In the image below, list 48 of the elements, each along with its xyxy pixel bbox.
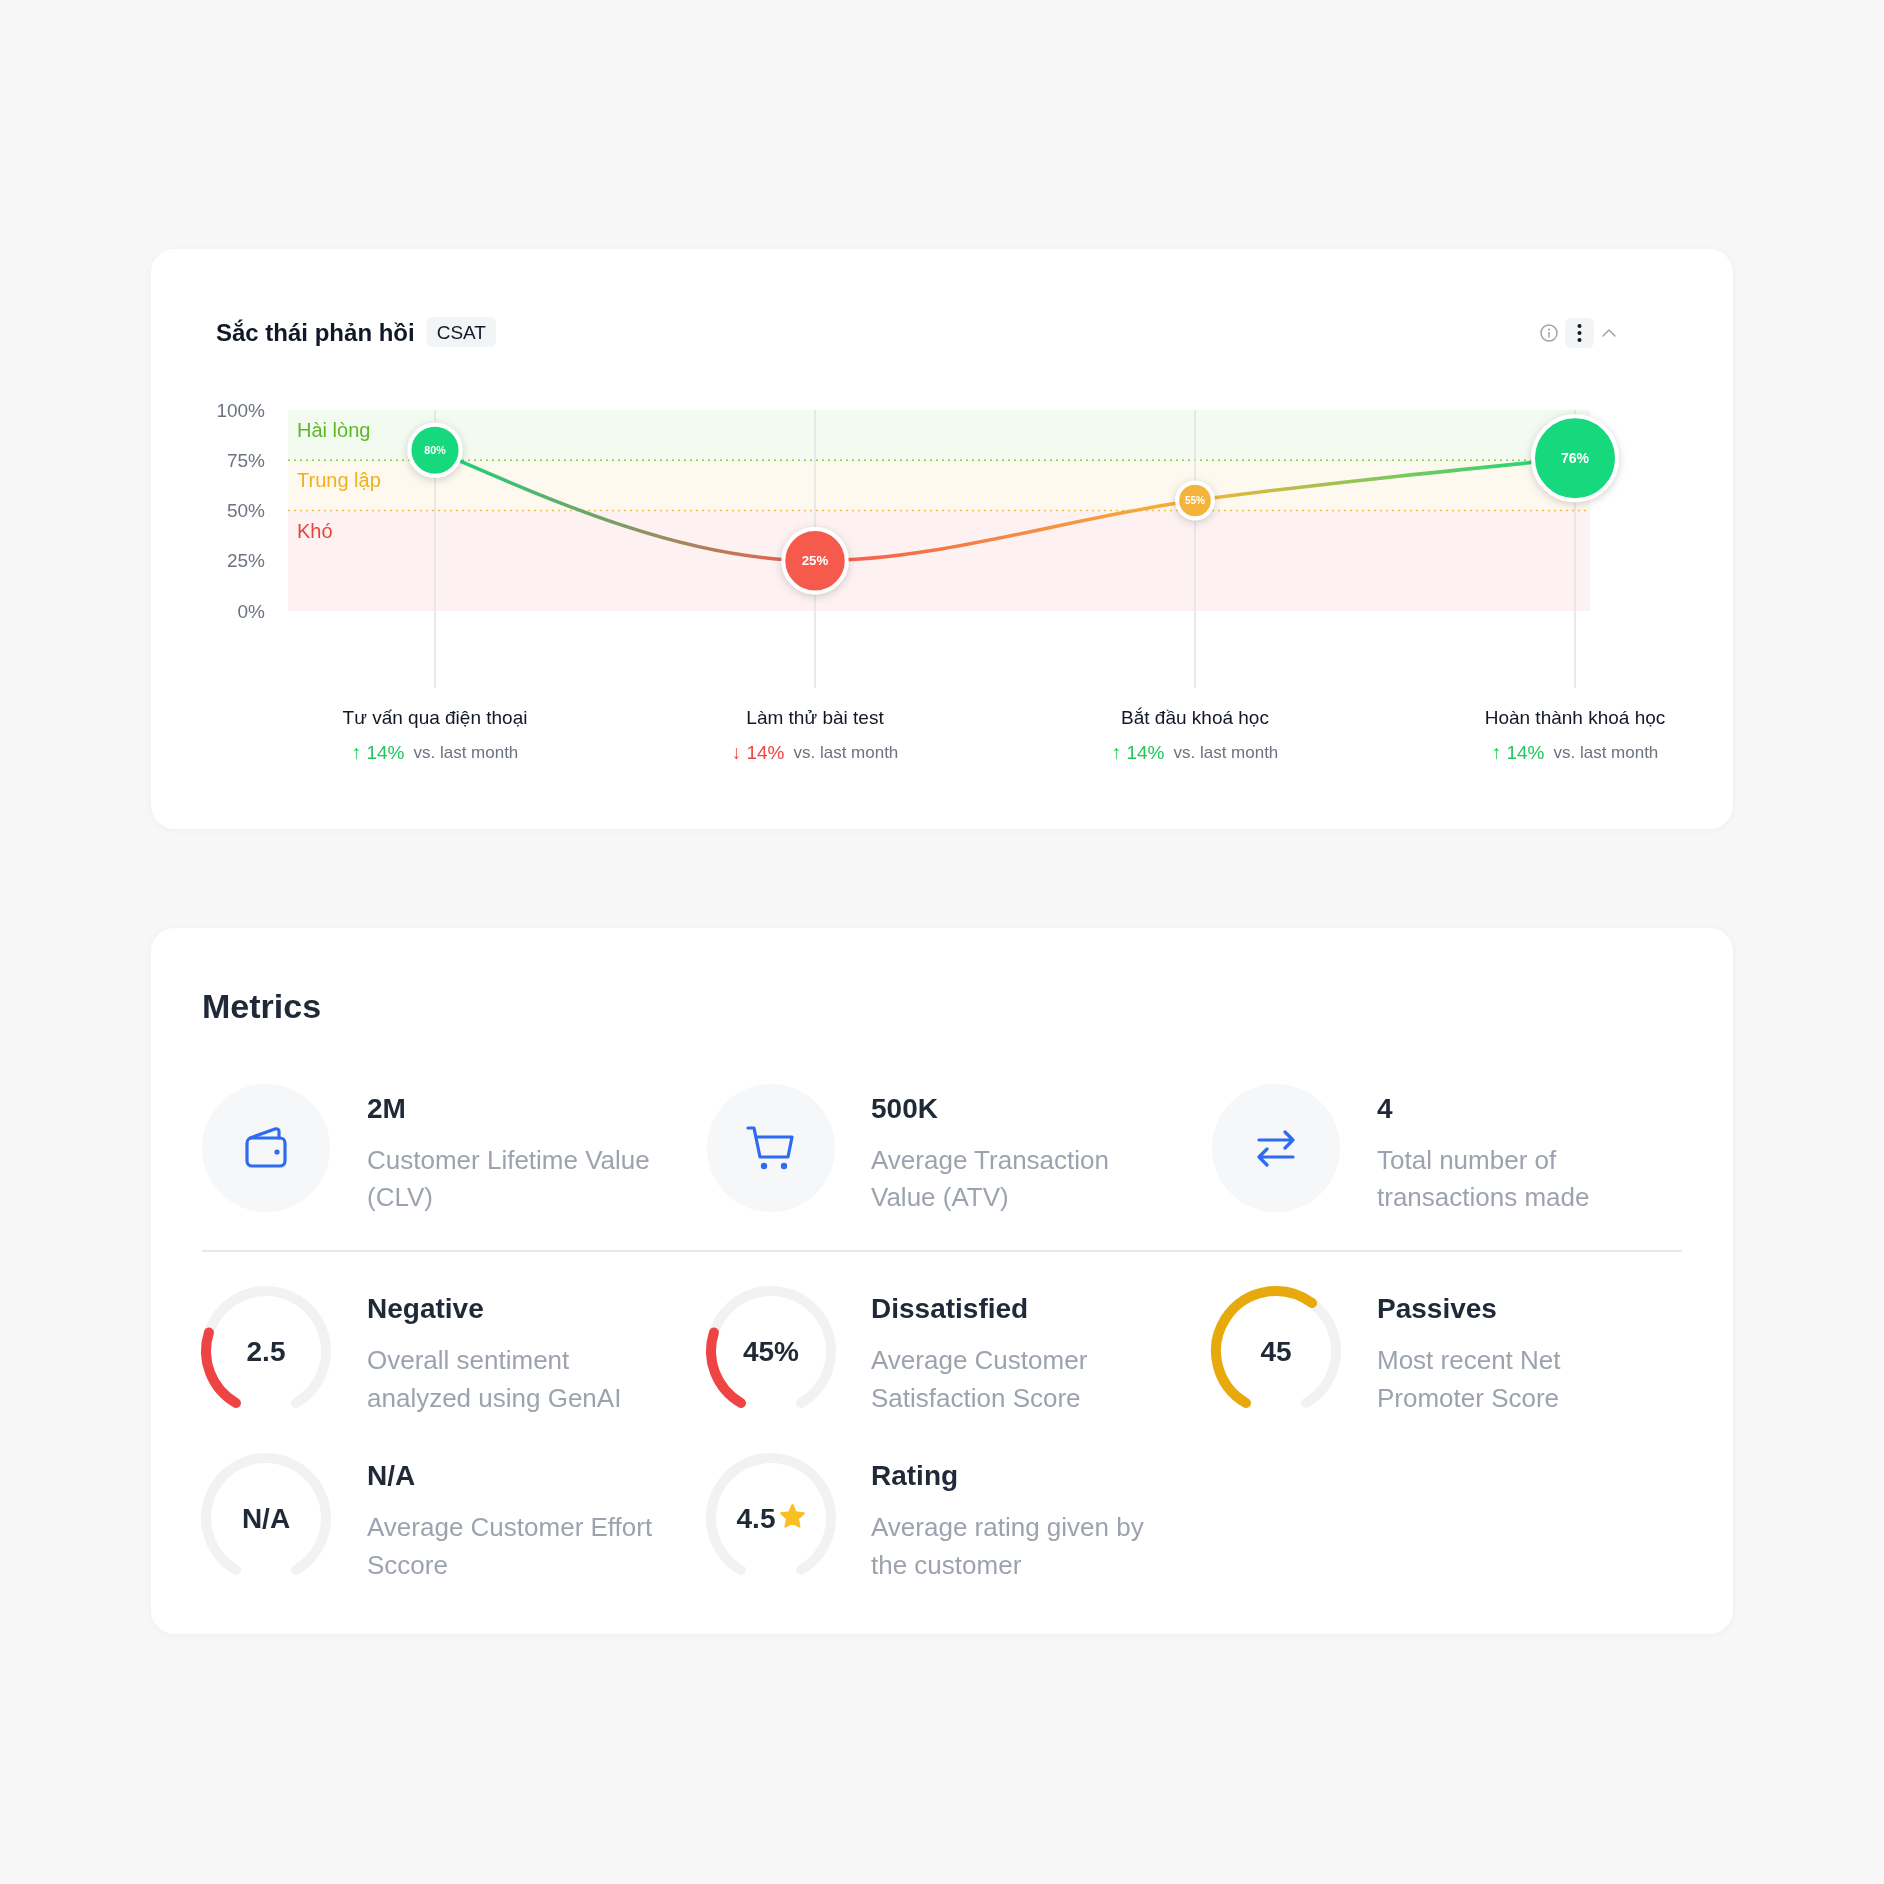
text: Average Customer Satisfaction Score xyxy=(871,1345,1088,1413)
data-label: 76% xyxy=(1560,450,1590,467)
y-tick-label: 0% xyxy=(237,600,266,622)
text: Most recent Net Promoter Score xyxy=(1377,1345,1562,1413)
text: ↑ 14% xyxy=(351,741,405,763)
text: 2.5 xyxy=(246,1335,286,1367)
text: Negative xyxy=(367,1292,484,1324)
text: Passives xyxy=(1377,1292,1497,1324)
text: vs. last month xyxy=(413,742,519,762)
x-tick-label: Bắt đầu khoá học xyxy=(1121,706,1269,728)
text: Average rating given by the customer xyxy=(871,1512,1144,1580)
y-tick-label: 100% xyxy=(216,399,266,421)
text: Dissatisfied xyxy=(871,1292,1029,1324)
x-tick-label: Tư vấn qua điện thoại xyxy=(342,706,528,728)
band-label: Hài lòng xyxy=(297,419,371,441)
chart-subtitle: CSAT xyxy=(436,321,487,343)
text: Total number of transactions made xyxy=(1377,1145,1590,1212)
text: N/A xyxy=(367,1459,416,1491)
text: Metrics xyxy=(202,987,322,1025)
text: Average Customer Effort Sccore xyxy=(367,1512,653,1580)
text: Customer Lifetime Value (CLV) xyxy=(367,1145,650,1212)
y-tick-label: 25% xyxy=(226,550,266,572)
y-tick-label: 50% xyxy=(226,500,266,521)
x-tick-label: Làm thử bài test xyxy=(746,706,885,728)
text: ↑ 14% xyxy=(1491,741,1545,763)
text: ↑ 14% xyxy=(1111,741,1165,763)
y-tick-label: 75% xyxy=(226,449,266,471)
text: N/A xyxy=(241,1502,291,1534)
x-tick-label: Hoàn thành khoá học xyxy=(1484,706,1666,728)
data-label: 80% xyxy=(424,444,447,457)
text: 2M xyxy=(367,1092,406,1124)
band-label: Khó xyxy=(297,519,333,542)
text: 500K xyxy=(871,1092,938,1124)
data-label: 25% xyxy=(801,553,829,569)
text: 45 xyxy=(1260,1335,1292,1367)
text: ↓ 14% xyxy=(731,741,785,763)
text: Rating xyxy=(871,1459,959,1491)
text: Overall sentiment analyzed using GenAI xyxy=(367,1345,622,1413)
text: vs. last month xyxy=(1553,742,1659,762)
band-label: Trung lập xyxy=(297,469,381,492)
text: 4.5 xyxy=(736,1502,776,1534)
text: vs. last month xyxy=(1173,742,1279,762)
text: vs. last month xyxy=(793,742,899,762)
data-label: 55% xyxy=(1184,494,1206,506)
text: 4 xyxy=(1377,1092,1393,1124)
text: 45% xyxy=(742,1335,800,1367)
chart-title: Sắc thái phản hồi xyxy=(216,318,415,346)
text: Average Transaction Value (ATV) xyxy=(871,1145,1109,1212)
